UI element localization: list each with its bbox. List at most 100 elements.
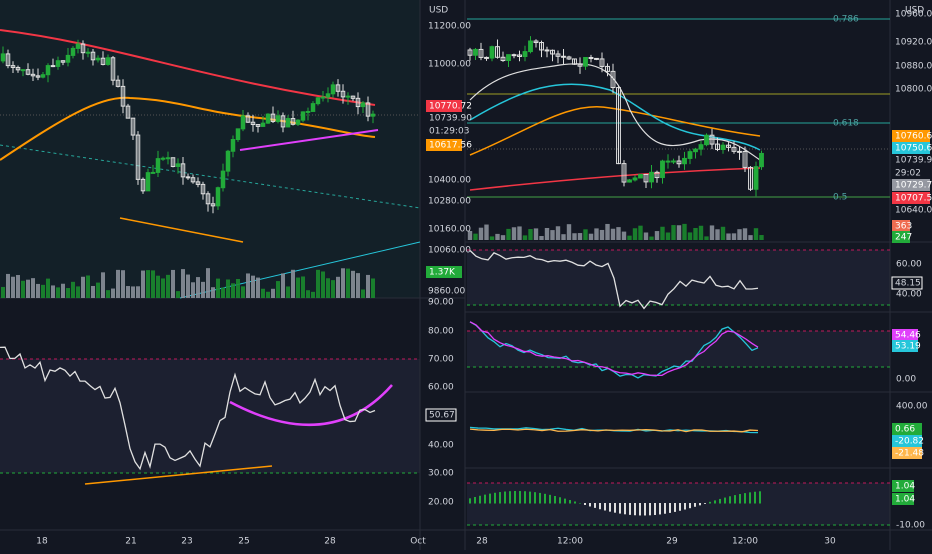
candle (325, 93, 331, 98)
candle (731, 146, 737, 152)
label: 40.00 (896, 290, 922, 300)
volume (246, 273, 250, 298)
volume (731, 233, 737, 240)
volume (356, 273, 360, 298)
volume (26, 279, 30, 298)
candle (742, 150, 748, 168)
hist-bar (604, 503, 606, 511)
hist-bar (724, 497, 726, 504)
hist-bar (494, 492, 496, 504)
hist-bar (479, 495, 481, 504)
candle (300, 111, 306, 121)
volume (484, 224, 489, 240)
candle (175, 163, 181, 167)
label: 10770.72 (429, 102, 472, 112)
volume (709, 225, 715, 240)
candle (588, 56, 594, 59)
label: 48.15 (895, 279, 921, 289)
hist-bar (574, 501, 576, 504)
candle (150, 171, 156, 174)
label: 28 (324, 537, 336, 547)
volume (256, 277, 260, 298)
volume (106, 290, 110, 298)
label: 60.00 (428, 383, 454, 393)
label: 10750.61 (895, 144, 932, 154)
hist-bar (709, 501, 711, 504)
candle (275, 115, 281, 122)
candle (555, 53, 561, 57)
hist-bar (469, 498, 471, 504)
label: 50.67 (429, 411, 455, 421)
label: 10617.56 (429, 141, 472, 151)
candle (345, 95, 351, 98)
volume (56, 287, 60, 298)
volume (316, 269, 320, 298)
candle (610, 70, 616, 89)
candle (20, 69, 26, 72)
hist-bar (684, 503, 686, 510)
hist-bar (639, 503, 641, 516)
candle (125, 105, 131, 119)
candle (665, 160, 671, 163)
volume (206, 268, 210, 298)
volume (201, 281, 205, 298)
volume (126, 286, 130, 298)
drawings (0, 29, 761, 485)
label: 10880.00 (895, 62, 932, 72)
candle (120, 85, 126, 107)
candle (654, 171, 660, 179)
volume (550, 230, 555, 240)
label: 0.5 (833, 193, 847, 203)
hist-bar (539, 492, 541, 504)
candle (45, 65, 51, 76)
candle (70, 47, 76, 56)
candle (100, 57, 106, 65)
hist-bar (704, 503, 706, 504)
hist-bar (579, 502, 581, 504)
candle (671, 160, 676, 163)
volume (627, 235, 632, 240)
volume (216, 278, 220, 298)
candle (365, 102, 371, 117)
candle (500, 56, 506, 62)
volume (621, 231, 627, 240)
candle (30, 73, 36, 77)
volume (86, 275, 90, 298)
hist-bar (634, 503, 636, 516)
volume (61, 283, 65, 298)
label: 400.00 (896, 402, 928, 412)
volume (495, 233, 500, 240)
volume (51, 285, 55, 298)
candle (110, 57, 116, 81)
label: USD (429, 6, 448, 16)
candle (621, 163, 627, 183)
volume (616, 227, 621, 240)
volume (489, 236, 495, 240)
label: 18 (36, 537, 48, 547)
candle (709, 134, 715, 145)
hist-bar (759, 491, 761, 504)
label: 28 (476, 537, 488, 547)
left-price-pane (0, 0, 420, 298)
volume (336, 276, 340, 298)
volume (539, 236, 544, 240)
candle (265, 113, 271, 124)
volume (166, 274, 170, 298)
label: 12:00 (732, 537, 758, 547)
hist-band (467, 483, 890, 525)
volume (715, 229, 720, 240)
hist-bar (554, 495, 556, 504)
hist-bar (529, 491, 531, 504)
candle (55, 60, 61, 67)
label: 10280.00 (428, 197, 471, 207)
volume (141, 270, 145, 298)
volume (301, 276, 305, 298)
hist-bar (689, 503, 691, 509)
volume (726, 233, 731, 240)
fib-lines (0, 18, 890, 198)
hist-bar (659, 503, 661, 515)
volume (306, 290, 310, 298)
hist-bar (714, 500, 716, 504)
candle (693, 148, 698, 153)
volume (704, 236, 709, 240)
